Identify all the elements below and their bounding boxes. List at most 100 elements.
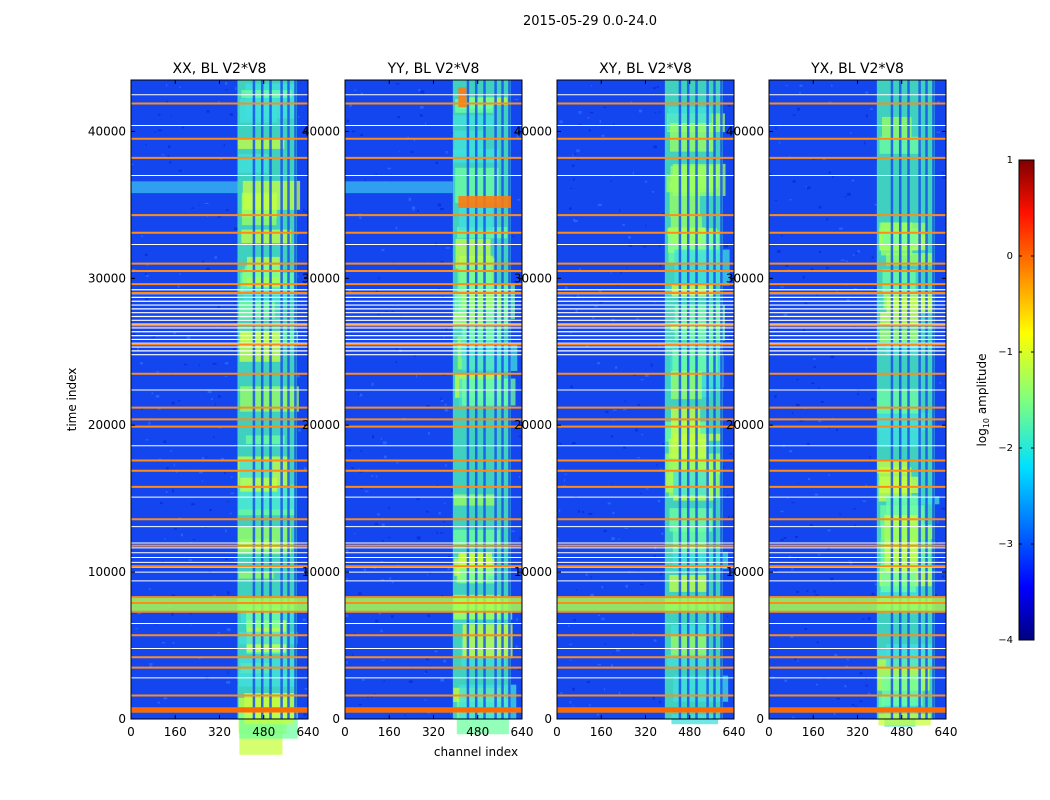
noise-speck: [818, 205, 822, 209]
noise-speck: [569, 700, 572, 704]
y-tick-label: 0: [332, 712, 340, 726]
noise-speck: [585, 573, 588, 577]
band-patch: [239, 98, 278, 123]
band-patch: [673, 471, 707, 496]
noise-speck: [209, 509, 212, 511]
noise-speck: [234, 227, 238, 231]
bright-band-texture: [665, 80, 730, 725]
noise-speck: [381, 540, 384, 542]
noise-speck: [659, 700, 662, 704]
band-patch: [245, 435, 285, 444]
noise-speck: [815, 683, 818, 686]
noise-speck: [791, 412, 794, 414]
noise-speck: [811, 382, 815, 384]
noise-speck: [804, 302, 808, 305]
noise-speck: [610, 664, 614, 667]
noise-speck: [445, 327, 448, 331]
noise-speck: [828, 474, 830, 477]
noise-speck: [802, 329, 806, 331]
x-tick-label: 160: [802, 725, 825, 739]
noise-speck: [572, 687, 576, 691]
noise-speck: [381, 523, 385, 527]
noise-speck: [188, 559, 192, 562]
noise-speck: [859, 672, 863, 675]
y-tick-label: 0: [118, 712, 126, 726]
noise-speck: [151, 391, 153, 395]
noise-speck: [812, 358, 816, 360]
noise-speck: [519, 537, 521, 540]
noise-speck: [375, 619, 379, 623]
x-tick-label: 480: [252, 725, 275, 739]
noise-speck: [373, 693, 376, 695]
noise-speck: [144, 298, 149, 301]
noise-speck: [780, 286, 784, 288]
noise-speck: [225, 529, 227, 533]
noise-speck: [427, 431, 430, 435]
noise-speck: [173, 463, 175, 467]
noise-speck: [443, 335, 445, 338]
noise-speck: [605, 410, 609, 414]
noise-speck: [376, 513, 381, 516]
y-tick-label: 0: [544, 712, 552, 726]
band-patch: [238, 571, 274, 579]
y-tick-label: 10000: [88, 565, 126, 579]
channel-stripe: [706, 80, 709, 719]
noise-speck: [173, 331, 177, 335]
noise-speck: [358, 468, 361, 470]
noise-speck: [610, 180, 612, 182]
noise-speck: [170, 450, 173, 452]
flagged-row: [131, 707, 308, 713]
noise-speck: [611, 537, 615, 541]
noise-speck: [577, 510, 581, 513]
noise-speck: [849, 562, 853, 565]
noise-speck: [518, 435, 522, 438]
noise-speck: [303, 713, 307, 717]
noise-speck: [863, 141, 866, 145]
noise-speck: [653, 87, 656, 90]
channel-stripe: [260, 80, 264, 719]
noise-speck: [587, 117, 590, 119]
flagged-rows: [557, 102, 734, 713]
noise-speck: [227, 670, 229, 674]
noise-speck: [358, 393, 360, 396]
noise-speck: [589, 704, 591, 707]
noise-speck: [635, 428, 638, 432]
noise-speck: [198, 470, 203, 474]
noise-speck: [415, 374, 417, 378]
noise-speck: [205, 267, 210, 270]
x-tick-label: 160: [378, 725, 401, 739]
noise-speck: [831, 175, 834, 179]
noise-speck: [810, 268, 814, 271]
colorbar: 1 0 −1 −2 −3 −4 log10 amplitude: [975, 155, 1035, 646]
band-patch: [670, 624, 716, 636]
y-tick-label: 20000: [726, 418, 764, 432]
noise-speck: [168, 145, 171, 148]
channel-stripe: [501, 80, 504, 719]
noise-speck: [865, 114, 868, 118]
x-tick-label: 0: [765, 725, 773, 739]
channel-stripe: [269, 80, 272, 719]
noise-speck: [439, 532, 444, 534]
noise-speck: [364, 178, 366, 181]
channel-stripe: [720, 80, 723, 719]
noise-speck: [388, 506, 390, 510]
channel-stripe: [280, 80, 283, 719]
noise-speck: [152, 335, 156, 338]
noise-speck: [346, 119, 350, 123]
noise-speck: [939, 558, 943, 561]
noise-speck: [830, 577, 834, 581]
noise-speck: [349, 104, 352, 107]
channel-stripe: [686, 80, 690, 719]
noise-speck: [874, 583, 878, 586]
noise-speck: [375, 290, 378, 293]
panel-title: XX, BL V2*V8: [173, 61, 267, 77]
noise-speck: [373, 567, 377, 569]
y-tick-label: 30000: [726, 271, 764, 285]
noise-speck: [603, 106, 607, 108]
band-patch: [241, 229, 292, 244]
noise-speck: [298, 581, 300, 583]
noise-speck: [141, 408, 143, 411]
noise-speck: [652, 696, 655, 700]
noise-speck: [206, 110, 210, 113]
noise-speck: [207, 390, 212, 394]
